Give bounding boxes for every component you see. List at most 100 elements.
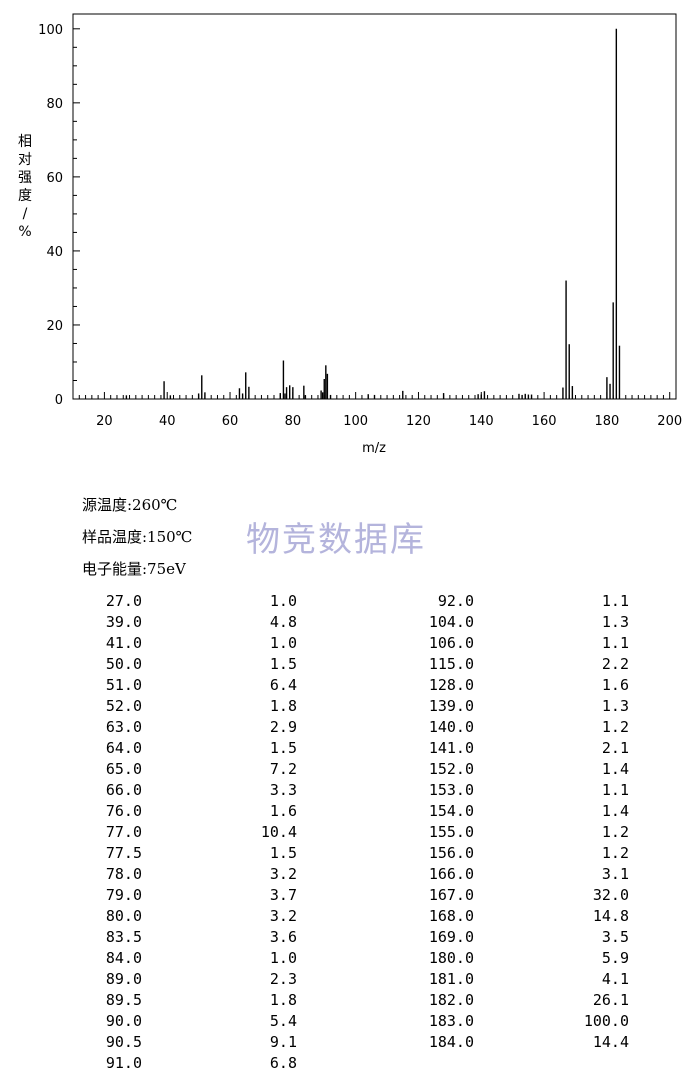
table-row: 51.0 6.4	[80, 675, 297, 696]
abundance-value: 1.8	[269, 991, 297, 1009]
mz-value: 155.0	[428, 823, 474, 841]
mz-value: 50.0	[105, 655, 142, 673]
abundance-value: 1.4	[601, 760, 629, 778]
mz-value: 77.0	[105, 823, 142, 841]
abundance-value: 2.3	[269, 970, 297, 988]
mz-value: 63.0	[105, 718, 142, 736]
y-tick-label: 60	[46, 171, 63, 186]
table-row: 83.5 3.6	[80, 927, 297, 948]
abundance-value: 9.1	[269, 1033, 297, 1051]
abundance-value: 1.3	[601, 613, 629, 631]
table-row: 39.0 4.8	[80, 612, 297, 633]
table-row: 141.0 2.1	[412, 738, 629, 759]
mz-value: 76.0	[105, 802, 142, 820]
plot-frame	[72, 13, 677, 400]
mz-value: 181.0	[428, 970, 474, 988]
table-row: 154.0 1.4	[412, 801, 629, 822]
table-row: 84.0 1.0	[80, 948, 297, 969]
mz-value: 184.0	[428, 1033, 474, 1051]
abundance-value: 1.6	[601, 676, 629, 694]
mz-value: 168.0	[428, 907, 474, 925]
abundance-value: 1.5	[269, 844, 297, 862]
table-row: 52.0 1.8	[80, 696, 297, 717]
mz-value: 166.0	[428, 865, 474, 883]
mz-value: 140.0	[428, 718, 474, 736]
abundance-value: 3.1	[601, 865, 629, 883]
mz-value: 90.5	[105, 1033, 142, 1051]
abundance-value: 1.0	[269, 949, 297, 967]
y-tick-label: 0	[55, 393, 63, 408]
mz-value: 64.0	[105, 739, 142, 757]
table-row: 27.0 1.0	[80, 591, 297, 612]
mz-value: 41.0	[105, 634, 142, 652]
x-axis-label: m/z	[362, 441, 386, 456]
table-row: 76.0 1.6	[80, 801, 297, 822]
table-row: 63.0 2.9	[80, 717, 297, 738]
mz-value: 154.0	[428, 802, 474, 820]
table-row: 180.0 5.9	[412, 948, 629, 969]
table-row: 90.5 9.1	[80, 1032, 297, 1053]
x-tick-label: 40	[159, 414, 176, 429]
x-tick-label: 80	[285, 414, 302, 429]
mz-value: 78.0	[105, 865, 142, 883]
electron-energy: 电子能量:75eV	[82, 560, 186, 578]
mz-value: 89.0	[105, 970, 142, 988]
x-tick-label: 200	[657, 414, 682, 429]
mz-value: 156.0	[428, 844, 474, 862]
mz-value: 169.0	[428, 928, 474, 946]
abundance-value: 5.9	[601, 949, 629, 967]
abundance-value: 3.6	[269, 928, 297, 946]
abundance-value: 7.2	[269, 760, 297, 778]
table-row: 64.0 1.5	[80, 738, 297, 759]
table-row: 153.0 1.1	[412, 780, 629, 801]
abundance-value: 6.8	[269, 1054, 297, 1072]
abundance-value: 3.2	[269, 865, 297, 883]
mz-value: 89.5	[105, 991, 142, 1009]
table-row: 104.0 1.3	[412, 612, 629, 633]
table-row: 166.0 3.1	[412, 864, 629, 885]
mz-value: 180.0	[428, 949, 474, 967]
y-axis-label-char: 对	[18, 152, 32, 168]
x-tick-label: 100	[343, 414, 368, 429]
mz-value: 153.0	[428, 781, 474, 799]
table-row: 91.0 6.8	[80, 1053, 297, 1074]
table-row: 156.0 1.2	[412, 843, 629, 864]
y-axis-label-char: 度	[18, 188, 32, 204]
abundance-value: 3.3	[269, 781, 297, 799]
table-row: 78.0 3.2	[80, 864, 297, 885]
abundance-value: 6.4	[269, 676, 297, 694]
y-axis-label-char: %	[18, 224, 31, 240]
table-row: 77.0 10.4	[80, 822, 297, 843]
mz-value: 51.0	[105, 676, 142, 694]
mz-value: 77.5	[105, 844, 142, 862]
abundance-value: 1.3	[601, 697, 629, 715]
abundance-value: 1.0	[269, 634, 297, 652]
abundance-value: 10.4	[260, 823, 297, 841]
x-axis: 20 40 60 80 100 120 140 160 180 200	[78, 392, 682, 429]
mz-value: 104.0	[428, 613, 474, 631]
abundance-value: 1.6	[269, 802, 297, 820]
mz-value: 52.0	[105, 697, 142, 715]
mz-value: 39.0	[105, 613, 142, 631]
table-row: 65.0 7.2	[80, 759, 297, 780]
table-row: 182.0 26.1	[412, 990, 629, 1011]
abundance-value: 1.5	[269, 739, 297, 757]
abundance-value: 1.1	[601, 781, 629, 799]
mz-value: 128.0	[428, 676, 474, 694]
mz-value: 106.0	[428, 634, 474, 652]
x-tick-label: 160	[532, 414, 557, 429]
table-row: 92.0 1.1	[412, 591, 629, 612]
y-tick-label: 40	[46, 245, 63, 260]
mz-value: 139.0	[428, 697, 474, 715]
table-row: 106.0 1.1	[412, 633, 629, 654]
abundance-value: 1.5	[269, 655, 297, 673]
abundance-value: 3.5	[601, 928, 629, 946]
table-row: 152.0 1.4	[412, 759, 629, 780]
table-row: 79.0 3.7	[80, 885, 297, 906]
spectrum-bars	[125, 28, 621, 399]
table-row: 115.0 2.2	[412, 654, 629, 675]
abundance-value: 1.8	[269, 697, 297, 715]
abundance-value: 2.1	[601, 739, 629, 757]
abundance-value: 1.2	[601, 718, 629, 736]
abundance-value: 1.1	[601, 592, 629, 610]
